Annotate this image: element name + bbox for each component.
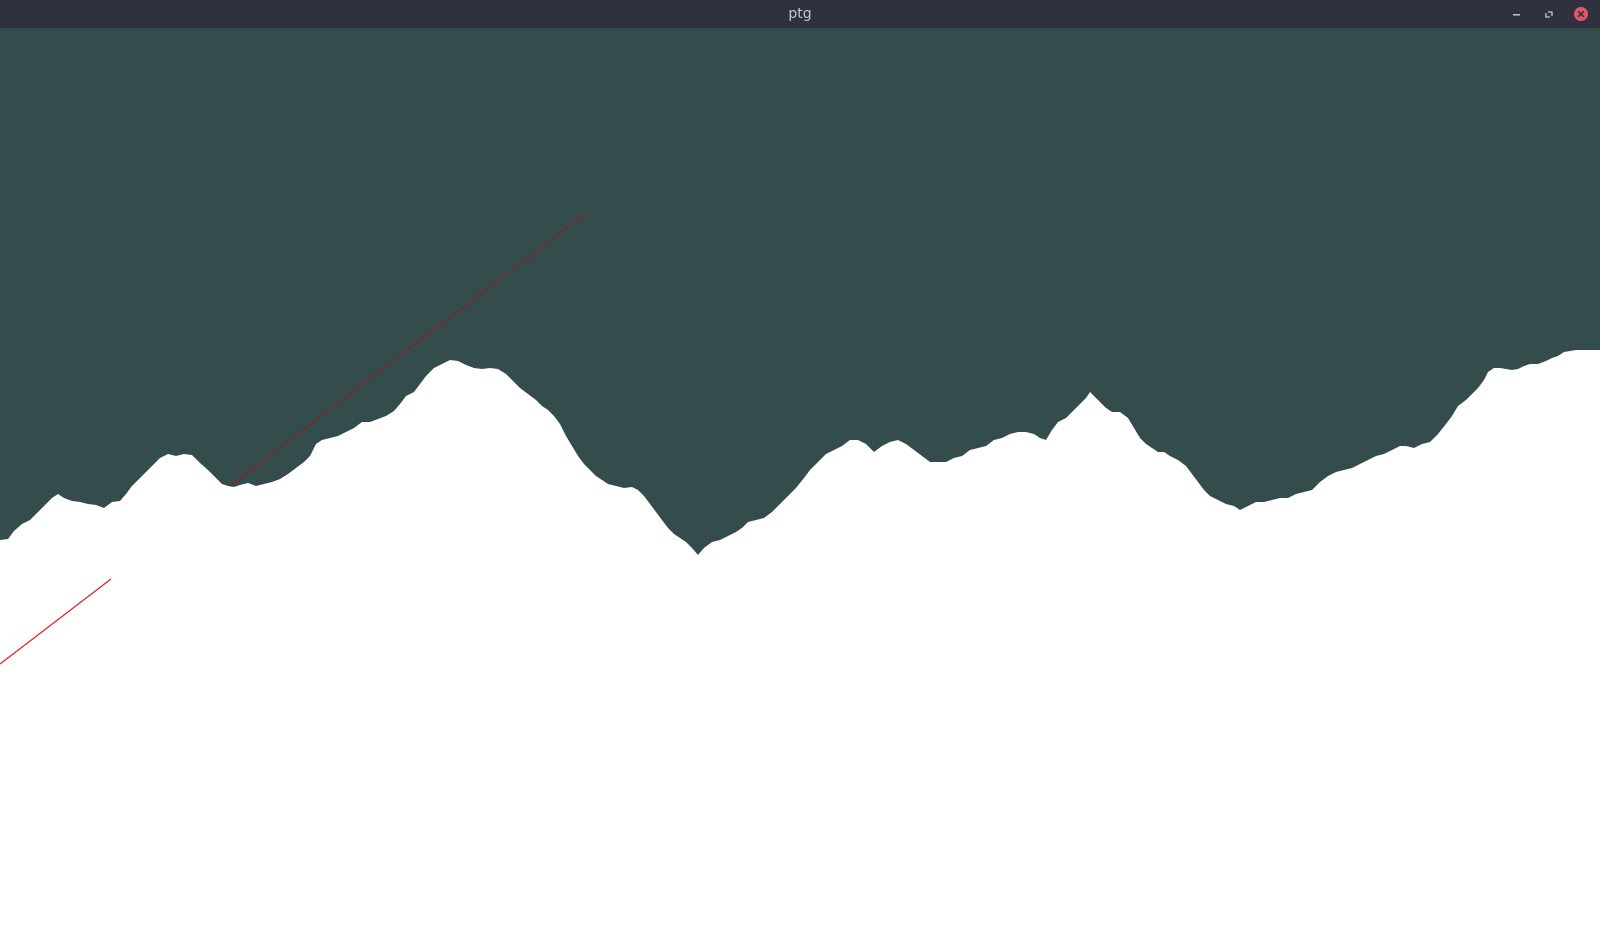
ray-upper (229, 213, 586, 487)
close-icon (1574, 7, 1588, 21)
window-controls (1508, 0, 1590, 28)
minimize-icon (1513, 14, 1520, 16)
maximize-button[interactable] (1540, 5, 1558, 23)
window-title: ptg (788, 6, 812, 22)
terrain-silhouette (0, 350, 1600, 928)
title-bar[interactable]: ptg (0, 0, 1600, 28)
maximize-icon (1545, 11, 1553, 18)
ray-lower (0, 578, 112, 665)
render-canvas[interactable] (0, 28, 1600, 928)
minimize-button[interactable] (1508, 5, 1526, 23)
close-button[interactable] (1572, 5, 1590, 23)
